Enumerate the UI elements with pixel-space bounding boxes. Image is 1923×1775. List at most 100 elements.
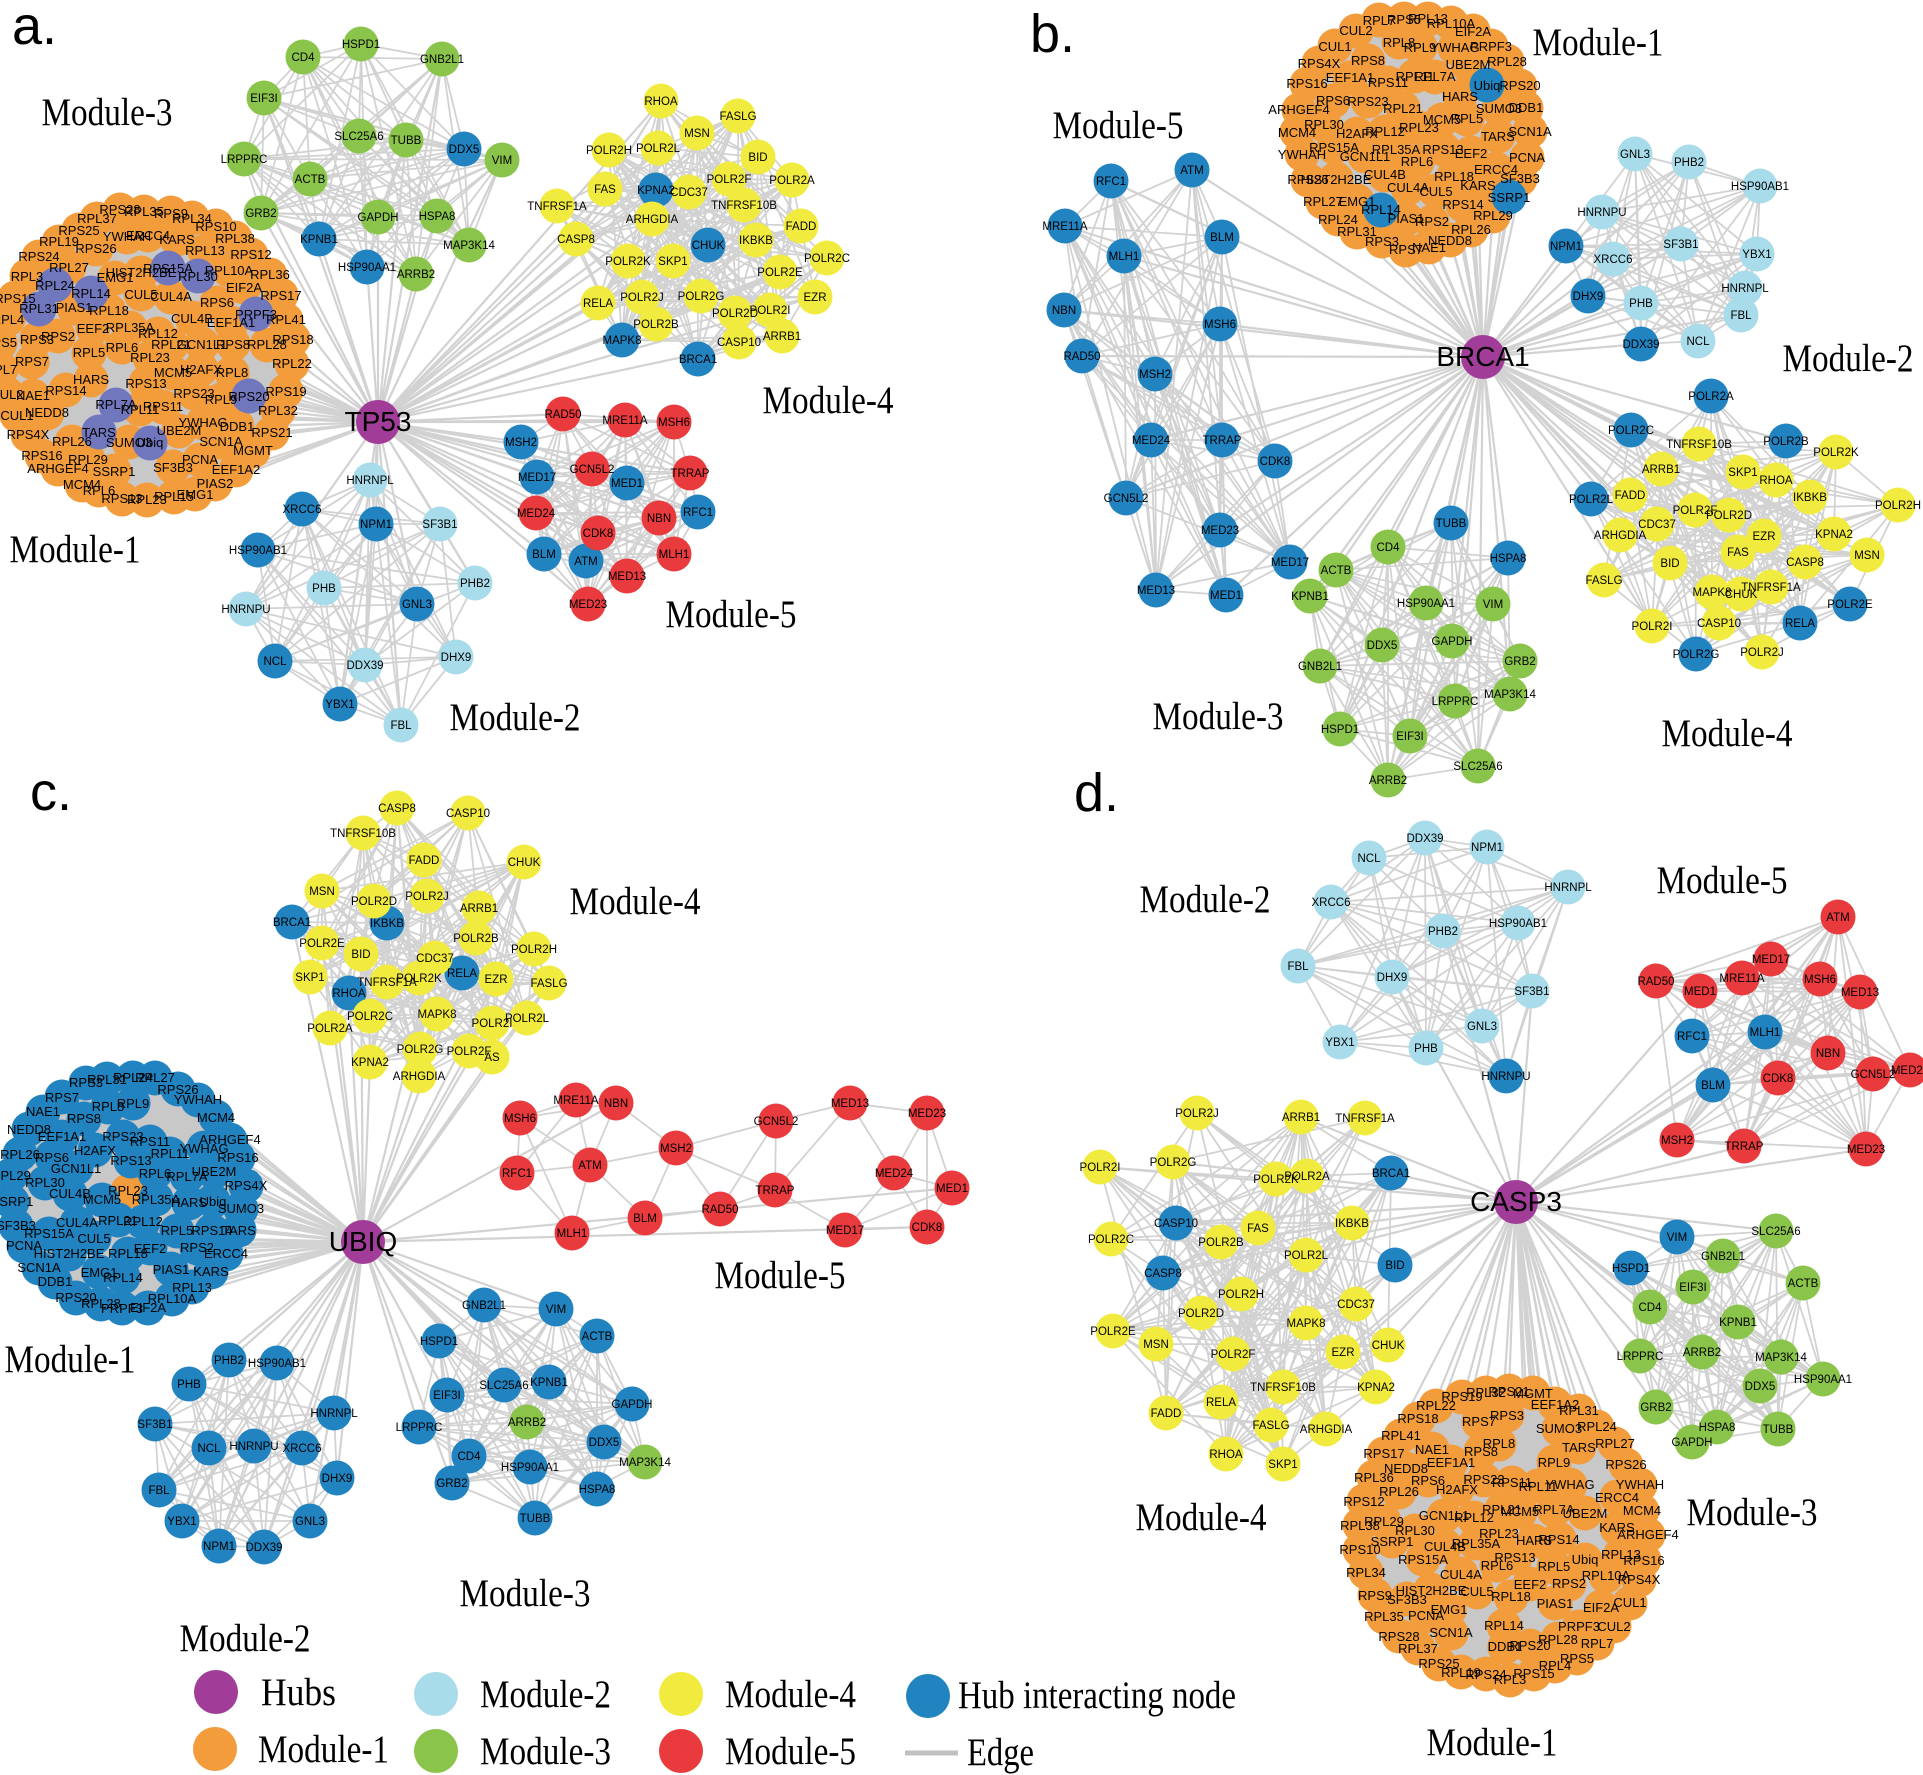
svg-text:POLR2B: POLR2B <box>1763 436 1809 448</box>
svg-text:RPL26: RPL26 <box>1451 222 1491 237</box>
svg-text:GCN5L2: GCN5L2 <box>754 1116 799 1128</box>
svg-text:RPL23: RPL23 <box>1399 120 1439 135</box>
svg-text:FADD: FADD <box>786 221 817 233</box>
svg-text:MED17: MED17 <box>518 472 556 484</box>
svg-text:SF3B3: SF3B3 <box>1500 171 1540 186</box>
svg-text:RPS2: RPS2 <box>41 329 75 344</box>
svg-text:RPL11: RPL11 <box>121 402 160 417</box>
svg-text:RPS7: RPS7 <box>1389 242 1423 257</box>
svg-text:RPL41: RPL41 <box>1381 1428 1421 1443</box>
svg-text:RFC1: RFC1 <box>1096 176 1126 188</box>
svg-text:Module-3: Module-3 <box>42 91 173 134</box>
svg-text:Module-5: Module-5 <box>725 1730 856 1773</box>
svg-text:RPL31: RPL31 <box>1559 1403 1599 1418</box>
svg-text:RPS28: RPS28 <box>99 202 140 217</box>
svg-text:EIF3I: EIF3I <box>1679 1282 1706 1294</box>
svg-text:GNL3: GNL3 <box>1467 1021 1497 1033</box>
svg-text:c.: c. <box>30 762 72 822</box>
svg-text:SUMO3: SUMO3 <box>218 1201 264 1216</box>
svg-text:RPS3: RPS3 <box>1490 1408 1524 1423</box>
svg-text:PCNA: PCNA <box>1509 150 1545 165</box>
svg-text:NCL: NCL <box>1686 336 1710 348</box>
svg-text:ARRB1: ARRB1 <box>763 331 801 343</box>
svg-text:POLR2C: POLR2C <box>804 253 850 265</box>
svg-text:RPL30: RPL30 <box>25 1175 65 1190</box>
svg-text:RELA: RELA <box>1785 618 1815 630</box>
svg-text:RPS7: RPS7 <box>1462 1414 1496 1429</box>
svg-text:CDC37: CDC37 <box>416 953 454 965</box>
svg-text:GNB2L1: GNB2L1 <box>1701 1251 1745 1263</box>
svg-text:YWHAG: YWHAG <box>179 1141 228 1156</box>
svg-text:MAP3K14: MAP3K14 <box>443 240 495 252</box>
svg-text:AS: AS <box>484 1052 500 1064</box>
svg-text:RPS23: RPS23 <box>173 386 214 401</box>
svg-text:RPL6: RPL6 <box>83 483 116 498</box>
svg-text:RPL10A: RPL10A <box>1427 16 1476 31</box>
svg-text:CD4: CD4 <box>457 1451 481 1463</box>
svg-text:TARS: TARS <box>1481 129 1515 144</box>
svg-text:RPL31: RPL31 <box>1337 224 1377 239</box>
svg-text:RPL8: RPL8 <box>1383 35 1416 50</box>
svg-text:RPL23: RPL23 <box>1479 1526 1519 1541</box>
svg-text:RPL7: RPL7 <box>1363 13 1396 28</box>
svg-text:RPS10: RPS10 <box>1339 1542 1380 1557</box>
svg-text:RPS17: RPS17 <box>260 288 301 303</box>
svg-text:POLR2F: POLR2F <box>1211 1349 1256 1361</box>
svg-text:GRB2: GRB2 <box>1640 1402 1671 1414</box>
svg-text:HSP90AA1: HSP90AA1 <box>1397 598 1455 610</box>
svg-text:RPL29: RPL29 <box>1364 1514 1404 1529</box>
svg-text:SF3B1: SF3B1 <box>1663 239 1698 251</box>
svg-text:RAD50: RAD50 <box>1637 976 1674 988</box>
svg-text:POLR2I: POLR2I <box>750 305 791 317</box>
svg-text:H2AFX: H2AFX <box>1436 1482 1478 1497</box>
svg-text:SCN1A: SCN1A <box>1429 1625 1473 1640</box>
svg-text:MED1: MED1 <box>611 478 643 490</box>
svg-text:ERCC4: ERCC4 <box>1474 162 1518 177</box>
svg-text:RPL29: RPL29 <box>0 1168 31 1183</box>
svg-text:SUMO3: SUMO3 <box>1536 1421 1582 1436</box>
svg-text:NAE1: NAE1 <box>1412 240 1446 255</box>
svg-text:ARHGDIA: ARHGDIA <box>1300 1424 1353 1436</box>
svg-text:MSN: MSN <box>1854 550 1880 562</box>
svg-text:EEF2: EEF2 <box>77 321 110 336</box>
svg-text:RPL35: RPL35 <box>124 204 164 219</box>
svg-text:Module-3: Module-3 <box>480 1730 611 1773</box>
svg-text:CUL1: CUL1 <box>1318 39 1351 54</box>
svg-text:GCN1L1: GCN1L1 <box>1340 149 1391 164</box>
svg-text:SKP1: SKP1 <box>295 972 324 984</box>
svg-text:RPS15A: RPS15A <box>1398 1552 1448 1567</box>
svg-text:DDX39: DDX39 <box>1622 339 1659 351</box>
svg-text:YBX1: YBX1 <box>1325 1037 1354 1049</box>
svg-text:EEF2: EEF2 <box>1455 146 1488 161</box>
svg-text:RAD50: RAD50 <box>701 1204 738 1216</box>
svg-text:EMG1: EMG1 <box>97 270 134 285</box>
svg-text:BLM: BLM <box>633 1213 657 1225</box>
svg-text:RPS7: RPS7 <box>15 354 49 369</box>
svg-text:NAE1: NAE1 <box>16 388 50 403</box>
svg-text:MED23: MED23 <box>1201 525 1239 537</box>
svg-text:YWHAH: YWHAH <box>103 229 151 244</box>
svg-text:RPL22: RPL22 <box>1416 1398 1456 1413</box>
svg-text:PHB: PHB <box>1629 298 1653 310</box>
svg-text:MLH1: MLH1 <box>1750 1027 1781 1039</box>
svg-text:FBL: FBL <box>1730 310 1752 322</box>
svg-text:RPS20: RPS20 <box>228 389 269 404</box>
svg-text:RPL36: RPL36 <box>250 267 290 282</box>
svg-text:SLC25A6: SLC25A6 <box>1751 1226 1800 1238</box>
svg-text:POLR2A: POLR2A <box>307 1023 353 1035</box>
svg-text:RPS4X: RPS4X <box>225 1178 268 1193</box>
svg-text:PIAS1: PIAS1 <box>153 1262 190 1277</box>
svg-text:Module-2: Module-2 <box>1140 878 1271 921</box>
svg-text:Module-5: Module-5 <box>1657 859 1788 902</box>
svg-text:RPS11: RPS11 <box>1492 1475 1532 1490</box>
svg-text:RPL11: RPL11 <box>1519 1479 1558 1494</box>
svg-text:Module-1: Module-1 <box>5 1338 136 1381</box>
svg-text:RPL28: RPL28 <box>81 1296 121 1311</box>
svg-text:MCM5: MCM5 <box>83 1192 121 1207</box>
svg-text:POLR2F: POLR2F <box>447 1046 492 1058</box>
svg-text:MED23: MED23 <box>1847 1144 1885 1156</box>
svg-text:NBN: NBN <box>1816 1048 1840 1060</box>
svg-text:EMG1: EMG1 <box>1339 194 1376 209</box>
svg-text:PIAS2: PIAS2 <box>197 476 234 491</box>
svg-text:MED24: MED24 <box>517 508 556 520</box>
